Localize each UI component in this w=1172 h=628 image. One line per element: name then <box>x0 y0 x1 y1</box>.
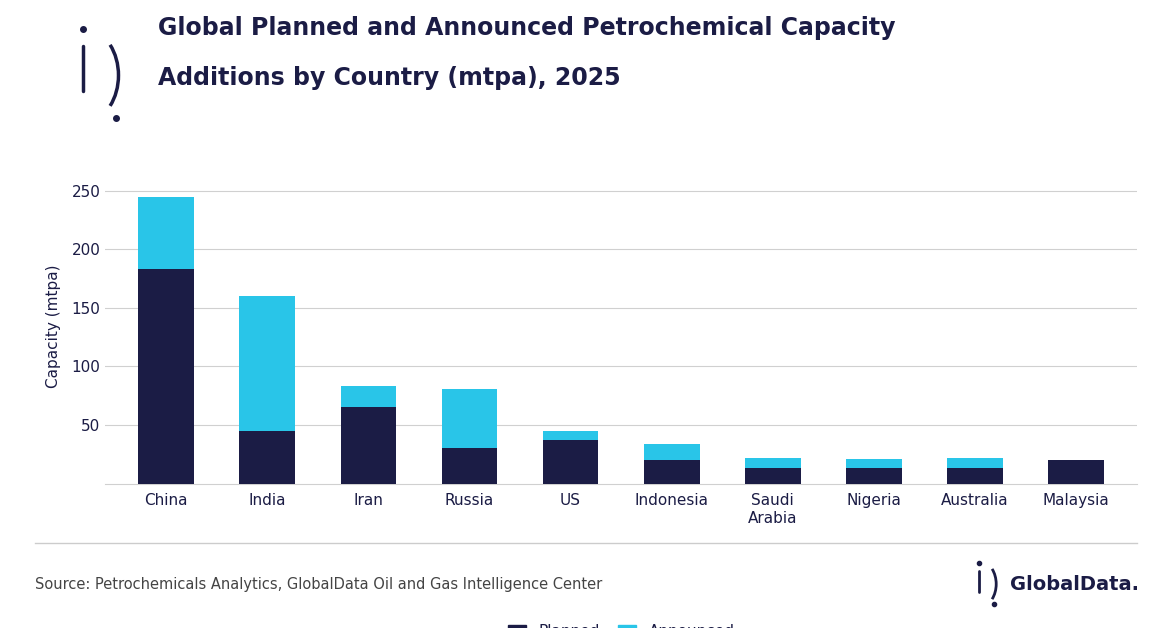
Text: GlobalData.: GlobalData. <box>1010 575 1139 593</box>
Bar <box>745 468 800 484</box>
Bar <box>1049 460 1104 484</box>
Bar <box>239 296 295 431</box>
Bar <box>947 468 1003 484</box>
Bar <box>643 460 700 484</box>
Bar <box>846 468 901 484</box>
Bar <box>138 269 193 484</box>
Bar <box>341 408 396 484</box>
Bar <box>745 458 800 468</box>
Y-axis label: Capacity (mtpa): Capacity (mtpa) <box>46 265 61 388</box>
Bar <box>543 431 599 440</box>
Bar <box>138 197 193 269</box>
Bar <box>947 458 1003 468</box>
Bar <box>442 448 497 484</box>
Bar <box>643 444 700 460</box>
Bar <box>442 389 497 448</box>
Bar <box>846 459 901 468</box>
Text: Source: Petrochemicals Analytics, GlobalData Oil and Gas Intelligence Center: Source: Petrochemicals Analytics, Global… <box>35 577 602 592</box>
Bar <box>341 386 396 408</box>
Bar <box>239 431 295 484</box>
Text: Global Planned and Announced Petrochemical Capacity: Global Planned and Announced Petrochemic… <box>158 16 895 40</box>
Bar <box>543 440 599 484</box>
Legend: Planned, Announced: Planned, Announced <box>507 624 735 628</box>
Text: Additions by Country (mtpa), 2025: Additions by Country (mtpa), 2025 <box>158 66 621 90</box>
